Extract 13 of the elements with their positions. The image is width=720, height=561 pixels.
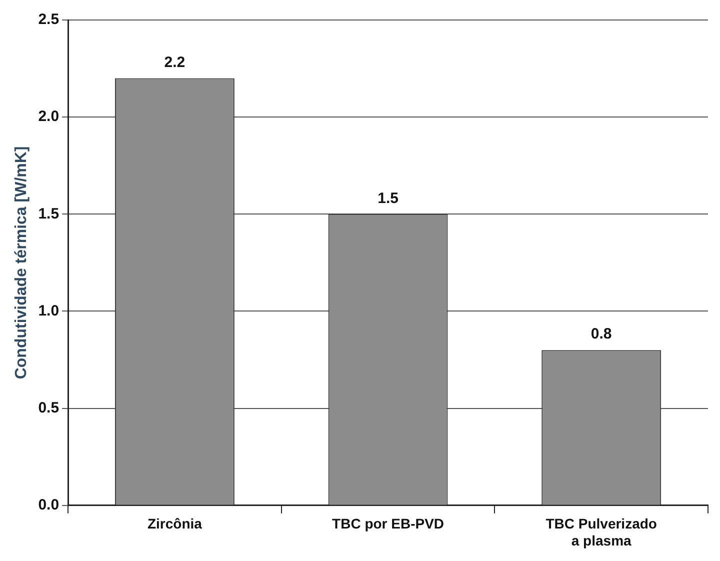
- y-tick-label: 1.5: [38, 205, 60, 222]
- y-tick-label: 2.5: [38, 11, 60, 28]
- y-axis-title: Condutividade térmica [W/mK]: [13, 146, 30, 380]
- data-label: 2.2: [164, 54, 186, 71]
- data-label: 1.5: [378, 190, 398, 207]
- x-tick-label: TBC por EB-PVD: [332, 516, 444, 532]
- x-tick-label: Zircônia: [147, 516, 202, 532]
- y-tick-label: 2.0: [38, 108, 60, 126]
- data-label: 0.8: [590, 326, 612, 343]
- y-tick-label: 1.0: [38, 302, 60, 320]
- x-tick-label: TBC Pulverizado a plasma: [546, 516, 657, 548]
- y-tick-label: 0.0: [38, 496, 60, 514]
- y-tick-label: 0.5: [38, 399, 60, 416]
